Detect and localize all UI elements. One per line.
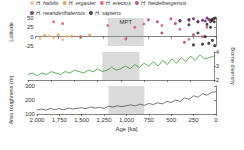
svg-text:100: 100: [24, 111, 35, 117]
svg-text:Latitude: Latitude: [8, 22, 14, 42]
svg-text:4: 4: [216, 49, 220, 55]
svg-text:Age [ka]: Age [ka]: [115, 126, 137, 132]
svg-text:50: 50: [27, 15, 34, 21]
svg-text:1,000: 1,000: [119, 117, 135, 123]
svg-text:3: 3: [216, 63, 220, 69]
svg-text:1,250: 1,250: [97, 117, 113, 123]
svg-text:1,500: 1,500: [74, 117, 90, 123]
svg-text:0: 0: [30, 34, 34, 40]
svg-text:25: 25: [27, 24, 34, 30]
svg-text:0: 0: [214, 117, 218, 123]
svg-text:H. neanderthalensis: H. neanderthalensis: [36, 10, 85, 16]
svg-text:H. ergaster: H. ergaster: [69, 0, 97, 6]
svg-text:200: 200: [25, 97, 36, 103]
svg-text:Area roughness (m): Area roughness (m): [8, 76, 14, 125]
svg-text:H. sapiens: H. sapiens: [95, 10, 121, 16]
svg-text:500: 500: [166, 117, 177, 123]
svg-text:1,750: 1,750: [52, 117, 68, 123]
svg-text:2: 2: [216, 77, 220, 83]
svg-text:300: 300: [25, 83, 36, 89]
svg-text:250: 250: [189, 117, 200, 123]
svg-text:2,000: 2,000: [29, 117, 45, 123]
svg-text:-25: -25: [25, 43, 34, 49]
svg-text:H. habilis: H. habilis: [36, 0, 59, 6]
svg-text:Biome diversity: Biome diversity: [230, 47, 236, 85]
svg-text:750: 750: [144, 117, 155, 123]
svg-text:MPT: MPT: [119, 19, 132, 25]
svg-text:H. heidelbergensis: H. heidelbergensis: [141, 0, 187, 6]
svg-text:H. erectus: H. erectus: [106, 0, 131, 6]
